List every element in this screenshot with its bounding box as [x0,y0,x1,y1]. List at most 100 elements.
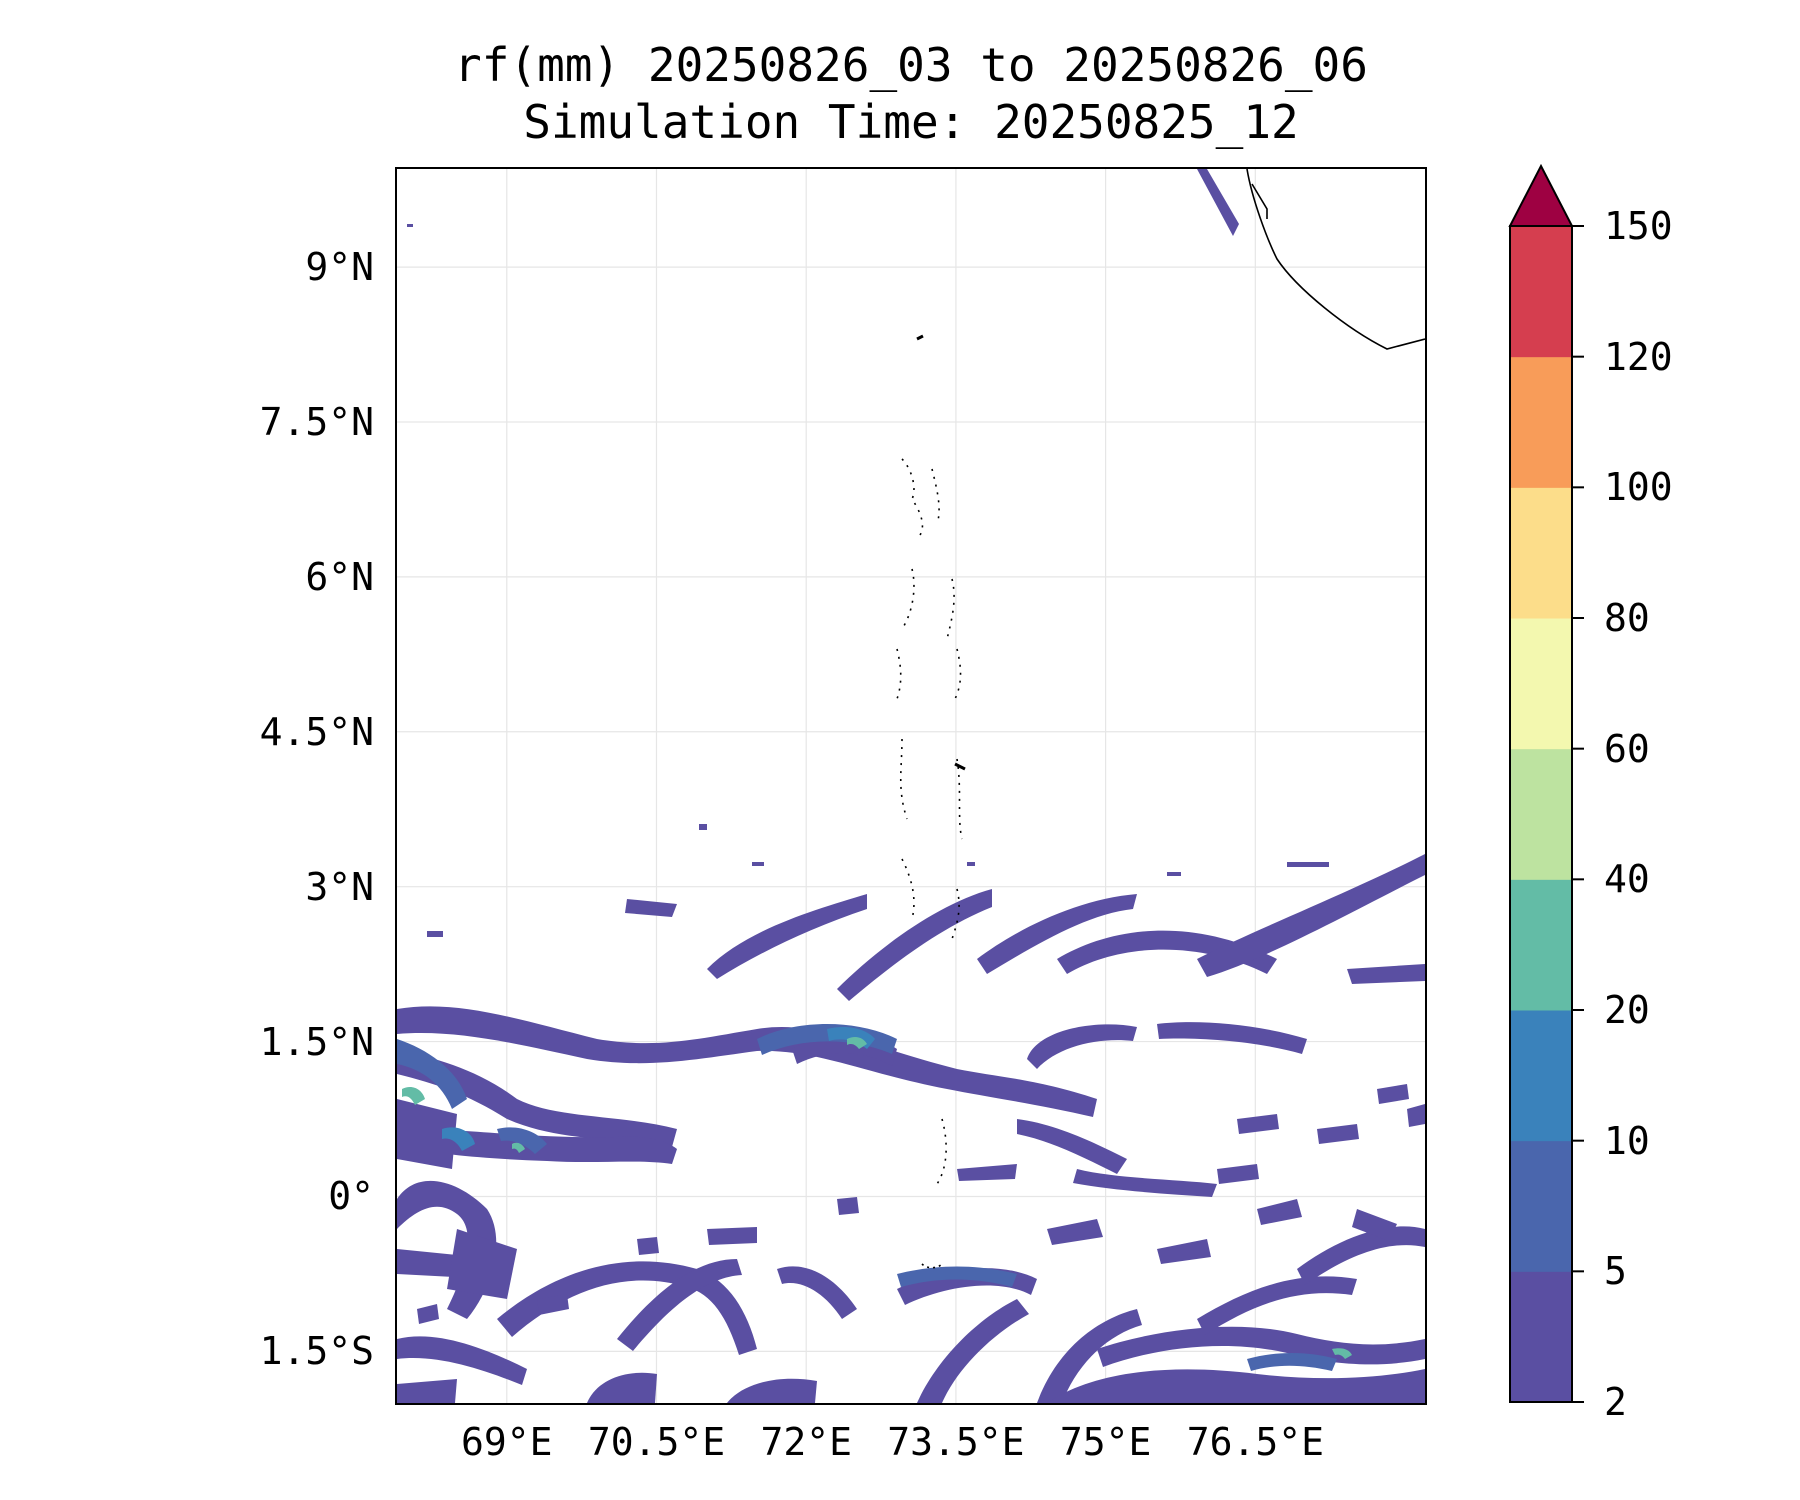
rain-band-south [727,1378,817,1403]
rain-core [397,1039,467,1109]
rain-core [497,1127,547,1154]
lon-tick-label: 70.5°E [587,1420,726,1464]
rain-speck [1167,872,1181,876]
rain-band-north [1197,854,1425,977]
rain-band-south [1047,1219,1103,1245]
rain-band-south [397,1379,457,1403]
map-plot-area[interactable] [395,167,1427,1405]
colorbar-segment [1510,748,1572,880]
lon-tick-label: 76.5°E [1186,1420,1324,1464]
rain-band-south [917,1299,1029,1403]
rain-core [1247,1353,1337,1371]
lat-tick-label: 3°N [305,864,374,909]
colorbar-tick-label: 100 [1604,465,1673,510]
rain-band-south [397,1336,527,1385]
colorbar-segment [1510,1140,1572,1272]
coastlines [896,169,1425,1269]
rain-band-main [397,1099,457,1169]
rain-band-south [1037,1309,1142,1403]
rainfall-map [397,169,1425,1403]
lat-tick-label: 4.5°N [259,709,374,754]
rain-band-west [447,1229,517,1299]
colorbar-segment [1510,1010,1572,1142]
colorbar-tick-label: 80 [1604,596,1650,640]
rain-core [402,1087,425,1105]
rain-core [897,1266,1017,1287]
colorbar-extend-arrow [1508,164,1574,227]
rain-band-south [837,1197,859,1215]
lon-tick-label: 69°E [461,1420,553,1464]
rain-band-south [707,1227,757,1245]
rain-speck [407,224,413,227]
chart-subtitle: Simulation Time: 20250825_12 [523,95,1299,149]
lat-tick-label: 0° [328,1174,374,1219]
rain-band-south [1197,1276,1357,1335]
rain-speck [427,931,443,937]
rain-band-south [1217,1164,1259,1184]
maldives-atolls [901,568,915,630]
rain-band-north [977,894,1137,974]
rain-speck [752,862,764,866]
rain-speck [699,824,707,830]
maldives-atolls [901,858,915,920]
rain-band-south [1377,1084,1409,1104]
india-coastline [1246,169,1425,350]
rain-band-south [1352,1209,1397,1241]
rain-band-main [417,1129,677,1164]
rain-band-north [1027,1024,1137,1069]
rain-core [442,1127,475,1151]
lon-tick-label: 73.5°E [887,1420,1025,1464]
lat-tick-label: 9°N [305,245,374,290]
colorbar-segment [1510,226,1572,358]
rain-band-main [1073,1169,1217,1197]
colorbar-segment [1510,618,1572,750]
colorbar-segment [1510,1271,1572,1403]
rain-band-south [637,1237,659,1255]
lat-tick-label: 1.5°N [259,1019,374,1064]
rain-band-south [1297,1226,1425,1285]
lat-tick-label: 6°N [305,554,374,599]
rain-band-north [625,899,677,917]
maldives-atolls [896,648,902,700]
rain-band-south [1237,1114,1279,1134]
chart-title: rf(mm) 20250826_03 to 20250826_06 [454,38,1368,92]
island-outline [954,762,966,771]
colorbar-segment [1510,879,1572,1011]
rain-band-south [537,1294,569,1315]
rainfall-contours [397,169,1425,1403]
colorbar [1508,164,1584,1403]
rain-band-south [777,1266,857,1319]
rain-band-main [957,1164,1017,1181]
maldives-atolls [931,468,940,525]
india-coastline-detail [1251,183,1268,219]
rain-band-south [1407,1104,1425,1127]
rain-band-north [1347,964,1425,984]
rain-core [1332,1348,1352,1359]
island-outline [916,334,924,341]
rain-band-south [417,1304,439,1324]
maldives-atolls [936,1118,947,1185]
lon-tick-label: 72°E [760,1420,852,1464]
rain-band-south [1257,1199,1302,1225]
maldives-atolls [901,458,924,540]
rain-speck [967,862,975,866]
maldives-atolls [956,758,963,840]
colorbar-tick-label: 40 [1604,857,1650,902]
maldives-atolls [899,738,908,820]
rain-band-north [1157,1022,1307,1054]
colorbar-segment [1510,487,1572,619]
lon-tick-label: 75°E [1059,1420,1152,1464]
rain-band-south [587,1372,657,1403]
maldives-atolls [946,578,955,640]
rain-core [512,1142,525,1153]
rain-band-main [397,1006,1097,1117]
colorbar-segment [1510,356,1572,488]
rain-band-main [1017,1119,1127,1174]
rain-band-north [707,894,867,979]
rain-band-south [1157,1239,1211,1264]
rain-band-south [617,1259,742,1351]
rain-band-main [397,1049,677,1147]
colorbar-tick-label: 20 [1604,988,1650,1032]
rain-band-south [1317,1124,1359,1144]
rain-band-south [1047,1369,1425,1403]
